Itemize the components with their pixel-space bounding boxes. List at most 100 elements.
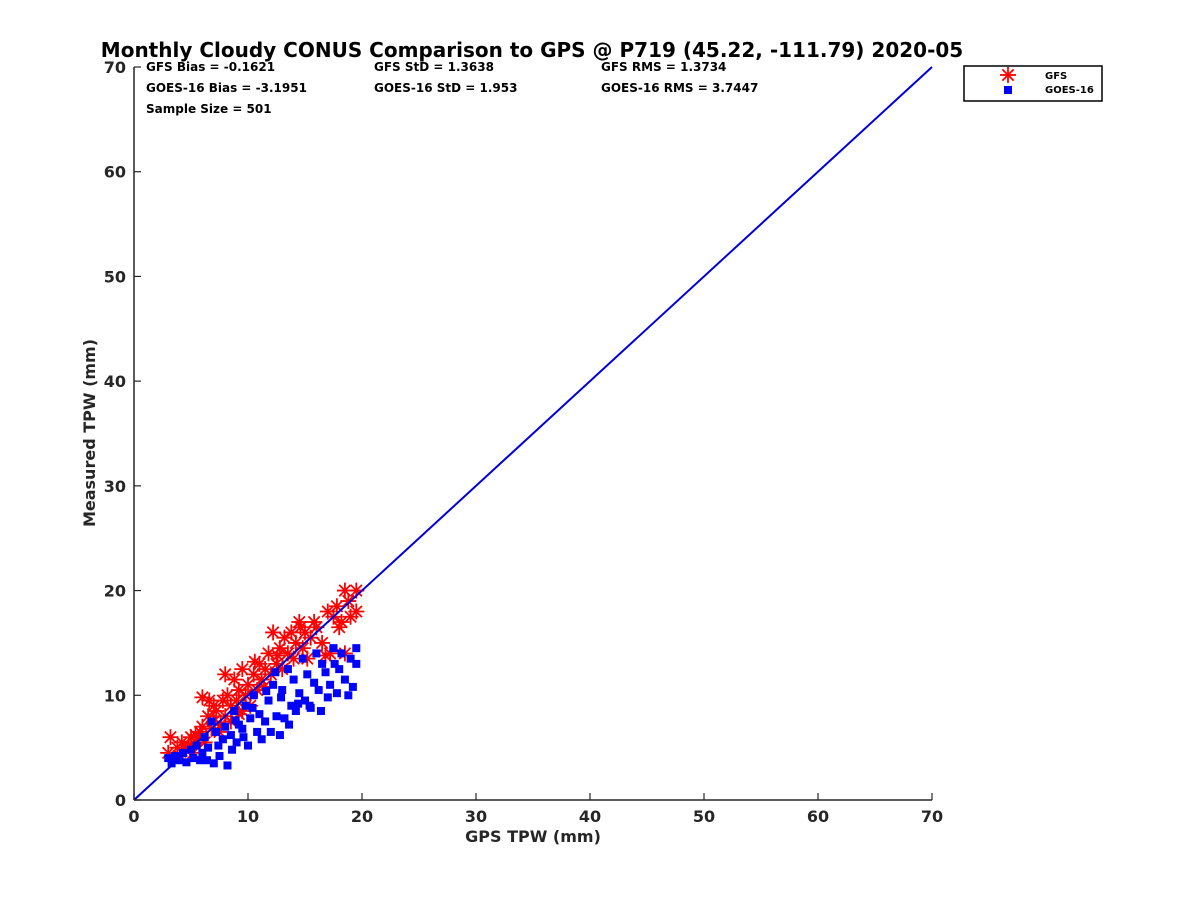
- x-tick-label: 20: [351, 807, 373, 826]
- goes16-point: [335, 665, 344, 674]
- goes16-point: [305, 701, 314, 710]
- goes16-point: [332, 689, 341, 698]
- y-tick-label: 40: [104, 372, 126, 391]
- goes16-point: [196, 756, 205, 765]
- goes-std-text: GOES-16 StD = 1.953: [374, 81, 517, 95]
- x-tick-label: 40: [579, 807, 601, 826]
- goes16-point: [298, 654, 307, 663]
- goes16-point: [171, 752, 180, 761]
- goes16-point: [301, 696, 309, 705]
- gfs-point: [269, 647, 286, 664]
- goes16-point: [175, 756, 184, 765]
- y-tick-label: 10: [104, 686, 126, 705]
- goes16-point: [262, 687, 271, 696]
- goes16-point: [253, 727, 262, 736]
- goes16-point: [207, 717, 216, 726]
- y-tick-label: 60: [104, 163, 126, 182]
- goes16-point: [187, 745, 195, 754]
- goes16-point: [241, 701, 250, 710]
- legend-goes-label: GOES-16: [1045, 85, 1094, 96]
- goes16-point: [329, 644, 338, 653]
- goes16-point: [264, 696, 273, 705]
- goes16-point: [192, 741, 201, 750]
- goes16-point: [179, 748, 188, 757]
- x-tick-label: 10: [237, 807, 259, 826]
- goes16-point: [221, 722, 230, 731]
- y-tick-label: 0: [115, 791, 126, 810]
- goes16-point: [198, 748, 207, 757]
- goes16-point: [278, 686, 287, 695]
- goes16-point: [223, 761, 232, 770]
- x-axis-label: GPS TPW (mm): [465, 827, 601, 846]
- stats-block: GFS Bias = -0.1621 GFS StD = 1.3638 GFS …: [146, 60, 758, 116]
- legend-goes-marker: [1004, 86, 1012, 94]
- goes-rms-text: GOES-16 RMS = 3.7447: [601, 81, 758, 95]
- gfs-point: [246, 653, 263, 670]
- goes-bias-text: GOES-16 Bias = -3.1951: [146, 81, 307, 95]
- goes16-point: [285, 720, 294, 729]
- gfs-point: [230, 682, 247, 699]
- gfs-point: [234, 661, 251, 678]
- goes16-point: [352, 644, 361, 653]
- goes16-point: [212, 727, 221, 736]
- goes16-point: [189, 754, 198, 763]
- goes16-point: [261, 717, 270, 726]
- goes16-point: [316, 706, 325, 715]
- goes16-point: [164, 754, 173, 763]
- gfs-point: [201, 692, 218, 709]
- x-axis-ticks: 0 10 20 30 40 50 60 70: [128, 793, 943, 826]
- gfs-point: [265, 624, 282, 641]
- y-tick-label: 30: [104, 477, 126, 496]
- goes16-point: [249, 691, 258, 700]
- goes16-point: [348, 682, 357, 691]
- gfs-point: [333, 613, 350, 630]
- legend-goes-square: [1004, 86, 1012, 94]
- goes16-point: [294, 699, 303, 708]
- goes16-point: [257, 735, 266, 744]
- goes16-point: [280, 714, 289, 723]
- goes16-point: [318, 659, 327, 668]
- gfs-bias-text: GFS Bias = -0.1621: [146, 60, 275, 74]
- goes16-point: [182, 758, 191, 767]
- reference-line-layer: [133, 66, 933, 801]
- x-tick-label: 0: [128, 807, 139, 826]
- goes16-point: [277, 693, 286, 702]
- gfs-point: [292, 619, 309, 636]
- goes16-point: [234, 720, 243, 729]
- gfs-std-text: GFS StD = 1.3638: [374, 60, 494, 74]
- goes16-point: [215, 752, 224, 761]
- goes16-point: [330, 659, 339, 668]
- goes16-point: [326, 680, 335, 689]
- legend-gfs-label: GFS: [1045, 71, 1067, 82]
- y-axis-ticks: 0 10 20 30 40 50 60 70: [104, 58, 141, 810]
- y-tick-label: 20: [104, 582, 126, 601]
- goes16-point: [200, 733, 209, 742]
- goes16-point: [218, 735, 227, 744]
- goes16-point: [239, 733, 248, 742]
- goes16-point: [303, 670, 312, 679]
- gfs-point: [314, 634, 331, 651]
- goes16-point: [340, 675, 349, 684]
- goes16-point: [232, 738, 241, 747]
- gfs-point: [308, 619, 325, 636]
- goes16-point: [246, 714, 255, 723]
- legend-box: [963, 65, 1103, 102]
- goes16-point: [226, 731, 235, 740]
- x-tick-label: 60: [807, 807, 829, 826]
- legend: GFS GOES-16: [963, 65, 1103, 102]
- goes16-point: [228, 745, 237, 754]
- goes16-point: [231, 716, 240, 725]
- goes16-point: [209, 759, 218, 768]
- goes16-point: [352, 659, 361, 668]
- goes16-point: [323, 693, 332, 702]
- goes16-point: [289, 675, 298, 684]
- legend-gfs-asterisk: [1000, 67, 1016, 83]
- gfs-point: [348, 603, 365, 620]
- goes16-point: [275, 731, 284, 740]
- goes16-point: [204, 743, 213, 752]
- goes16-point: [310, 678, 319, 687]
- one-to-one-line: [133, 66, 933, 801]
- goes16-point: [312, 649, 321, 658]
- chart-title: Monthly Cloudy CONUS Comparison to GPS @…: [101, 38, 963, 62]
